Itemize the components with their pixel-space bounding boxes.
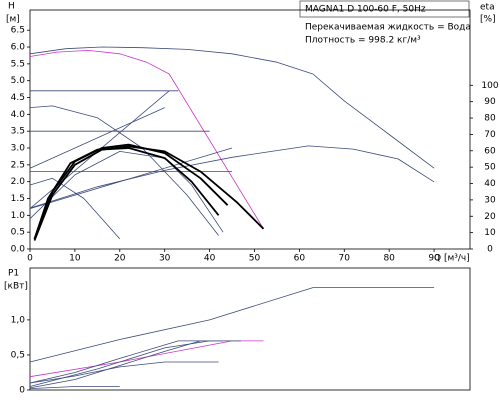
- y-axis-label: H: [8, 2, 15, 12]
- y2-tick-label: 60: [484, 146, 496, 156]
- annotation: Перекачиваемая жидкость = Вода: [305, 23, 471, 33]
- curve: [29, 147, 233, 209]
- y2-tick-label: 50: [484, 163, 496, 173]
- y-tick-label: 2.5: [11, 160, 25, 170]
- curve: [29, 50, 264, 230]
- curve: [29, 46, 435, 169]
- y-tick-label: 0.5: [11, 228, 25, 238]
- y-tick-label: 1,0: [11, 315, 26, 325]
- y2-tick-label: 10: [484, 228, 496, 238]
- x-tick-label: 40: [204, 254, 216, 264]
- y-tick-label: 4.0: [11, 110, 26, 120]
- plot-frame: [29, 267, 471, 391]
- curve: [29, 361, 219, 384]
- y2-tick-label: 30: [484, 195, 496, 205]
- plot-frame: [29, 9, 471, 250]
- y-tick-label: 1.5: [11, 194, 25, 204]
- y-tick-label: 3.5: [11, 127, 25, 137]
- y2-tick-label: 100: [481, 81, 498, 91]
- y-tick-label: 6.5: [11, 26, 25, 36]
- curve: [29, 340, 201, 389]
- curve: [29, 151, 224, 233]
- y-tick-label: 0,5: [11, 350, 25, 360]
- x-tick-label: 0: [27, 254, 33, 264]
- y2-tick-label: 90: [484, 97, 496, 107]
- curve: [29, 145, 435, 209]
- x-tick-label: 50: [249, 254, 261, 264]
- x-tick-label: 10: [69, 254, 81, 264]
- curve: [29, 177, 121, 240]
- y-tick-label: 5.5: [11, 59, 25, 69]
- y-tick-label: 0.0: [11, 245, 26, 255]
- x-axis-label: Q [м³/ч]: [434, 254, 470, 264]
- y2-tick-label: 80: [484, 114, 496, 124]
- y2-axis-label: eta: [480, 3, 495, 13]
- y2-axis-unit: [%]: [480, 15, 496, 25]
- curve: [29, 340, 224, 384]
- y-tick-label: 6.0: [11, 43, 26, 53]
- y-tick-label: 1.0: [11, 211, 26, 221]
- x-tick-label: 60: [294, 254, 306, 264]
- curve: [29, 340, 264, 378]
- y-tick-label: 3.0: [11, 144, 26, 154]
- chart-title: MAGNA1 D 100-60 F, 50Hz: [305, 5, 426, 15]
- curve: [29, 386, 120, 389]
- y2-tick-label: 70: [484, 130, 496, 140]
- x-tick-label: 70: [339, 254, 351, 264]
- curve: [33, 145, 265, 241]
- y2-tick-label: 0: [487, 245, 493, 255]
- y-axis-label: P1: [8, 269, 19, 279]
- annotation: Плотность = 998.2 кг/м³: [305, 36, 421, 46]
- y-tick-label: 0: [19, 386, 25, 396]
- x-tick-label: 30: [159, 254, 171, 264]
- y-axis-unit: [кВт]: [4, 282, 28, 292]
- y-axis-unit: [м]: [6, 15, 20, 25]
- curve: [29, 287, 435, 363]
- curve: [33, 147, 220, 240]
- title-box: [299, 0, 470, 18]
- y-tick-label: 5.0: [11, 76, 26, 86]
- x-tick-label: 90: [428, 254, 440, 264]
- y-tick-label: 2.0: [11, 177, 26, 187]
- x-tick-label: 80: [383, 254, 395, 264]
- curve: [29, 107, 165, 169]
- y2-tick-label: 20: [484, 212, 496, 222]
- y-tick-label: 4.5: [11, 93, 25, 103]
- y2-tick-label: 40: [484, 179, 496, 189]
- x-tick-label: 20: [114, 254, 126, 264]
- curve: [29, 105, 219, 236]
